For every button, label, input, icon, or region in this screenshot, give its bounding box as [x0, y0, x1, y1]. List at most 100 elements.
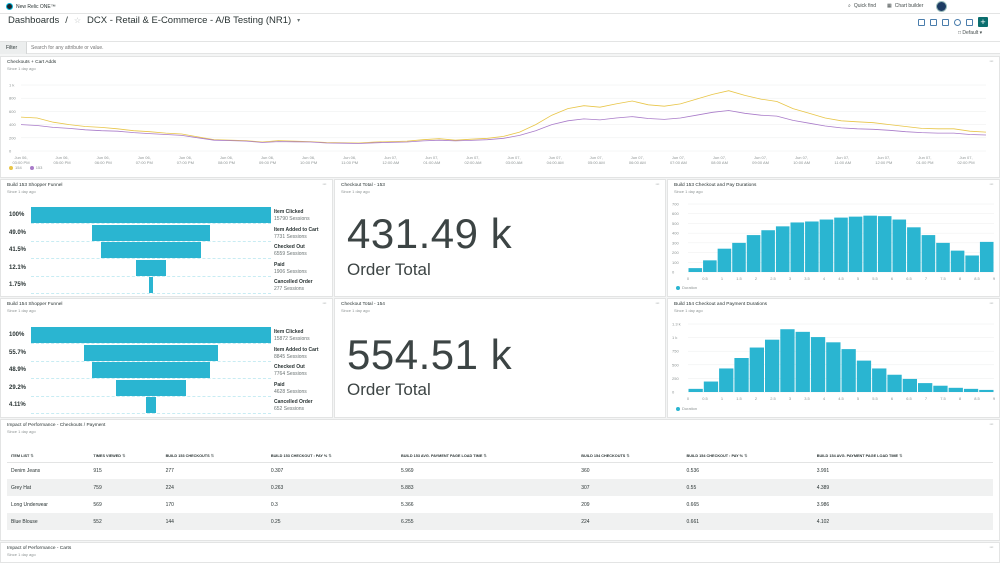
funnel-row[interactable]: 12.1% Paid 1906 Sessions [1, 259, 334, 277]
panel-menu-icon[interactable]: ··· [322, 300, 327, 307]
funnel-guide [31, 275, 271, 277]
column-header[interactable]: Times Viewed ⇅ [89, 449, 162, 463]
table-row[interactable]: Long Underwear 569 170 0.3 5.366 209 0.665 3.98… [7, 496, 993, 513]
filter-button[interactable]: Filter [0, 42, 27, 54]
histogram-bar [734, 358, 749, 392]
x-tick-label: 02:00 PM [957, 160, 974, 165]
funnel-step-label: Paid [274, 261, 285, 268]
x-tick-label: Jun 06, [302, 155, 315, 160]
legend-item-duration[interactable]: Duration [676, 285, 697, 290]
table-cell: 0.665 [686, 501, 700, 508]
histogram-bar [834, 217, 848, 272]
column-header[interactable]: Build 154 Avg. Payment Page Load Time ⇅ [812, 449, 993, 463]
x-tick-label: Jun 06, [56, 155, 69, 160]
breadcrumb-dashboards[interactable]: Dashboards [8, 15, 60, 26]
dashboard-header: Dashboards / ☆ DCX - Retail & E-Commerce… [0, 14, 1000, 41]
sort-icon: ⇅ [328, 453, 332, 458]
funnel-sessions: 15872 Sessions [274, 336, 310, 342]
column-header[interactable]: Build 153 Checkouts ⇅ [161, 449, 267, 463]
panel-menu-icon[interactable]: ··· [989, 300, 994, 307]
panel-menu-icon[interactable]: ··· [655, 300, 660, 307]
table-row[interactable]: Grey Hat 759 224 0.263 5.883 307 0.55 4.389 [7, 479, 993, 496]
histogram-bar [979, 389, 994, 392]
funnel-bar [115, 379, 187, 396]
chevron-down-icon[interactable]: ▾ [297, 18, 301, 24]
funnel-row[interactable]: 100% Item Clicked 15872 Sessions [1, 327, 334, 344]
table-row[interactable]: Denim Jeans 915 277 0.307 5.969 360 0.536 3.991 [7, 462, 993, 479]
column-header-label: Build 153 Checkouts [165, 453, 210, 458]
funnel-sessions: 1906 Sessions [274, 268, 307, 275]
funnel-row[interactable]: 29.2% Paid 4628 Sessions [1, 379, 334, 397]
x-tick-label: Jun 07, [959, 155, 972, 160]
legend-item-153[interactable]: 153 [29, 165, 42, 170]
panel-menu-icon[interactable]: ··· [989, 544, 994, 551]
panel-menu-icon[interactable]: ··· [655, 181, 660, 188]
perf-table: Item List ⇅ Times Viewed ⇅ Build 153 Check… [7, 449, 993, 530]
funnel-sessions: 8845 Sessions [274, 353, 307, 360]
funnel-row[interactable]: 55.7% Item Added to Cart 8845 Sessions [1, 344, 334, 362]
panel-menu-icon[interactable]: ··· [322, 181, 327, 188]
carts-panel: Impact of Performance - Carts Since 1 da… [0, 542, 1000, 563]
x-tick-label: 12:00 AM [382, 160, 399, 165]
legend-item-duration[interactable]: Duration [676, 406, 697, 411]
funnel-step-label: Item Added to Cart [274, 226, 319, 233]
panel-menu-icon[interactable]: ··· [989, 181, 994, 188]
column-header-label: Build 154 Checkouts [581, 453, 626, 458]
edit-icon[interactable] [930, 18, 937, 26]
add-widget-button[interactable]: + [978, 17, 988, 27]
x-tick-label: Jun 07, [384, 155, 397, 160]
fullscreen-icon[interactable] [966, 18, 973, 26]
panel-since: Since 1 day ago [674, 308, 703, 313]
funnel-row[interactable]: 1.75% Cancelled Order 277 Sessions [1, 277, 334, 294]
histogram-bar [732, 242, 746, 272]
quick-find-button[interactable]: ⌕ Quick find [848, 3, 877, 9]
column-header[interactable]: Build 154 Checkouts ⇅ [577, 449, 683, 463]
x-tick-label: 0.5 [702, 396, 708, 401]
funnel-row[interactable]: 49.0% Item Added to Cart 7731 Sessions [1, 224, 334, 242]
brand[interactable]: New Relic ONE™ [6, 3, 56, 10]
sort-icon: ⇅ [122, 453, 126, 458]
column-header[interactable]: Build 154 Checkout : Pay % ⇅ [682, 449, 813, 463]
table-cell: 552 [89, 513, 162, 530]
funnel-row[interactable]: 100% Item Clicked 15790 Sessions [1, 207, 334, 224]
histogram-bar [877, 216, 892, 272]
download-icon[interactable] [918, 18, 925, 26]
funnel-row[interactable]: 48.9% Checked Out 7764 Sessions [1, 362, 334, 379]
favorite-star-icon[interactable]: ☆ [73, 16, 82, 25]
histogram-bar [841, 349, 856, 392]
table-body: Denim Jeans 915 277 0.307 5.969 360 0.536 3.991… [7, 462, 993, 530]
funnel-step-label: Item Added to Cart [274, 346, 319, 353]
table-row[interactable]: Blue Blouse 552 144 0.25 6.255 224 0.661 4.102 [7, 513, 993, 530]
funnel-row[interactable]: 4.11% Cancelled Order 652 Sessions [1, 397, 334, 414]
x-tick-label: 8 [959, 396, 962, 401]
funnel-pct: 100% [9, 332, 25, 338]
legend-item-154[interactable]: 154 [9, 165, 22, 170]
column-header-label: Times Viewed [93, 453, 122, 458]
funnel-pct: 4.11% [9, 402, 26, 408]
funnel-bar [136, 259, 166, 276]
funnel-row[interactable]: 41.5% Checked Out 6559 Sessions [1, 242, 334, 259]
column-header[interactable]: Build 153 Avg. Payment Page Load Time ⇅ [397, 449, 578, 463]
theme-icon[interactable] [954, 18, 961, 26]
histogram-bar [936, 242, 950, 272]
time-range-selector[interactable]: □ Default ▾ [958, 30, 983, 36]
chart-builder-button[interactable]: ▦ Chart builder [887, 3, 924, 9]
settings-icon[interactable] [942, 18, 949, 26]
histogram-bar [688, 388, 703, 392]
x-tick-label: 02:00 AM [465, 160, 482, 165]
column-header[interactable]: Item List ⇅ [7, 449, 90, 463]
x-tick-label: Jun 06, [14, 155, 27, 160]
x-tick-label: 4 [823, 276, 826, 281]
panel-since: Since 1 day ago [674, 189, 703, 194]
avatar[interactable] [936, 1, 947, 12]
x-tick-label: Jun 06, [179, 155, 192, 160]
x-tick-label: Jun 07, [836, 155, 849, 160]
x-tick-label: 0 [687, 276, 690, 281]
panel-since: Since 1 day ago [7, 308, 36, 313]
filter-search-input[interactable] [31, 43, 931, 53]
panel-menu-icon[interactable]: ··· [989, 58, 994, 65]
y-tick-label: 400 [9, 122, 16, 127]
column-header[interactable]: Build 153 Checkout : Pay % ⇅ [266, 449, 398, 463]
histogram-bar [805, 221, 819, 272]
panel-menu-icon[interactable]: ··· [989, 421, 994, 428]
